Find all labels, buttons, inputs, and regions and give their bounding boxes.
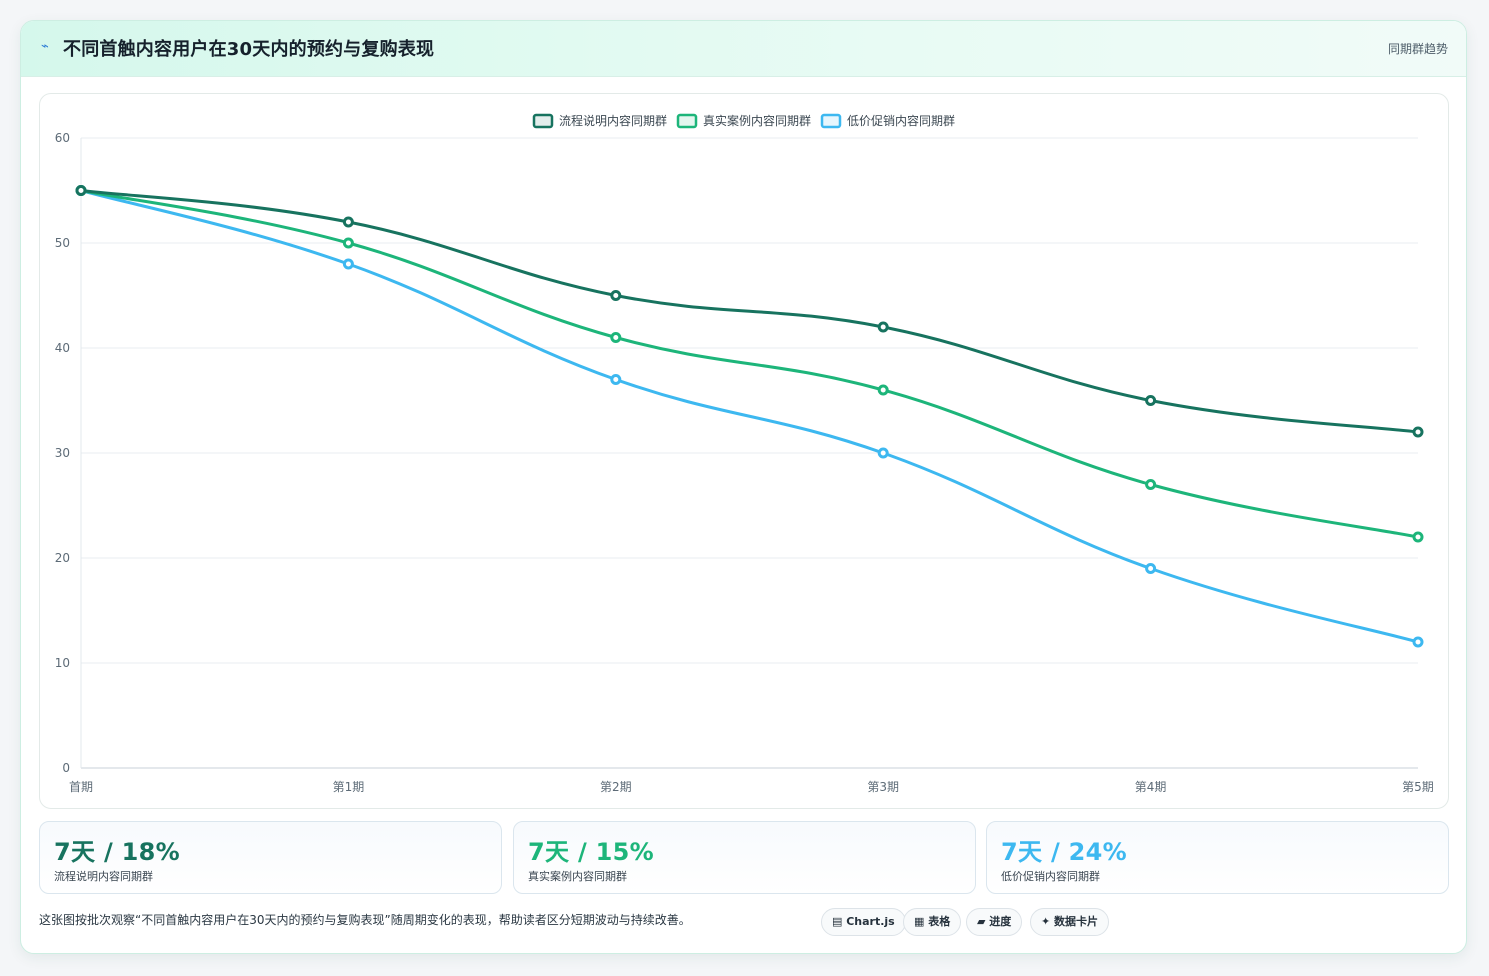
- sparkline-icon: ⌁: [41, 39, 49, 54]
- y-tick-label: 20: [55, 551, 70, 565]
- data-point: [1145, 563, 1157, 574]
- x-tick-label: 第4期: [1135, 780, 1167, 794]
- y-tick-label: 30: [55, 446, 70, 460]
- x-tick-label: 第1期: [333, 780, 365, 794]
- data-point: [610, 332, 622, 343]
- data-point: [610, 374, 622, 385]
- page-title: 不同首触内容用户在30天内的预约与复购表现: [63, 39, 435, 60]
- data-point: [342, 258, 354, 270]
- stat-card: 7天 / 18% 流程说明内容同期群: [39, 821, 502, 894]
- legend-swatch: [532, 113, 554, 129]
- data-point: [1412, 636, 1424, 648]
- stat-card: 7天 / 15% 真实案例内容同期群: [513, 821, 976, 894]
- data-point: [1412, 426, 1424, 438]
- y-tick-label: 50: [55, 236, 70, 250]
- line-chart: 0 10 20 30 40 50 60 首期 第1期 第2期 第3期 第4期 第5期 流程说明内容同期群 真…: [55, 113, 1434, 794]
- legend-label: 流程说明内容同期群: [559, 113, 667, 128]
- legend-label: 低价促销内容同期群: [847, 113, 955, 128]
- data-card-pill[interactable]: ✦ 数据卡片: [1030, 908, 1110, 936]
- stat-value: 7天 / 15%: [528, 838, 655, 866]
- data-point: [877, 447, 889, 459]
- x-tick-label: 首期: [69, 780, 93, 794]
- stat-value: 7天 / 18%: [54, 838, 181, 866]
- data-point: [1412, 531, 1424, 543]
- stat-cards: 7天 / 18% 流程说明内容同期群 7天 / 15% 真实案例内容同期群 7天…: [39, 821, 1449, 894]
- stat-value: 7天 / 24%: [1001, 838, 1128, 866]
- data-point: [610, 290, 622, 301]
- series-line: [79, 189, 1420, 434]
- data-point: [342, 237, 354, 249]
- progress-pill[interactable]: ▰ 进度: [966, 908, 1023, 936]
- y-tick-label: 60: [55, 131, 70, 145]
- chart-card: ⌁ 不同首触内容用户在30天内的预约与复购表现 同期群趋势 0 10 20 30 40 5…: [20, 20, 1467, 954]
- data-point: [1145, 395, 1157, 406]
- footer-note: 这张图按批次观察“不同首触内容用户在30天内的预约与复购表现”随周期变化的表现，…: [39, 913, 691, 927]
- legend-swatch: [676, 113, 698, 129]
- legend-swatch: [820, 113, 842, 129]
- stat-card: 7天 / 24% 低价促销内容同期群: [986, 821, 1449, 894]
- chart-panel: 0 10 20 30 40 50 60 首期 第1期 第2期 第3期 第4期 第5期 流程说明内容同期群 真…: [39, 93, 1449, 809]
- x-tick-label: 第3期: [867, 780, 899, 794]
- x-tick-label: 第5期: [1402, 780, 1434, 794]
- legend-label: 真实案例内容同期群: [703, 113, 811, 128]
- header-tag: 同期群趋势: [1387, 42, 1448, 56]
- series-line: [79, 189, 1420, 644]
- chartjs-pill[interactable]: ▤ Chart.js: [821, 908, 906, 936]
- card-header: ⌁ 不同首触内容用户在30天内的预约与复购表现 同期群趋势: [21, 21, 1466, 77]
- data-point: [75, 185, 87, 196]
- y-tick-label: 40: [55, 341, 70, 355]
- series-line: [79, 189, 1420, 539]
- data-point: [342, 216, 354, 228]
- table-pill[interactable]: ▦ 表格: [903, 908, 962, 936]
- y-tick-label: 10: [55, 656, 70, 670]
- data-point: [877, 321, 889, 333]
- data-point: [877, 384, 889, 396]
- stat-label: 真实案例内容同期群: [528, 870, 627, 883]
- stat-label: 流程说明内容同期群: [54, 870, 153, 883]
- data-point: [1145, 479, 1157, 490]
- stat-label: 低价促销内容同期群: [1001, 870, 1100, 883]
- x-tick-label: 第2期: [600, 780, 632, 794]
- y-tick-label: 0: [62, 761, 70, 775]
